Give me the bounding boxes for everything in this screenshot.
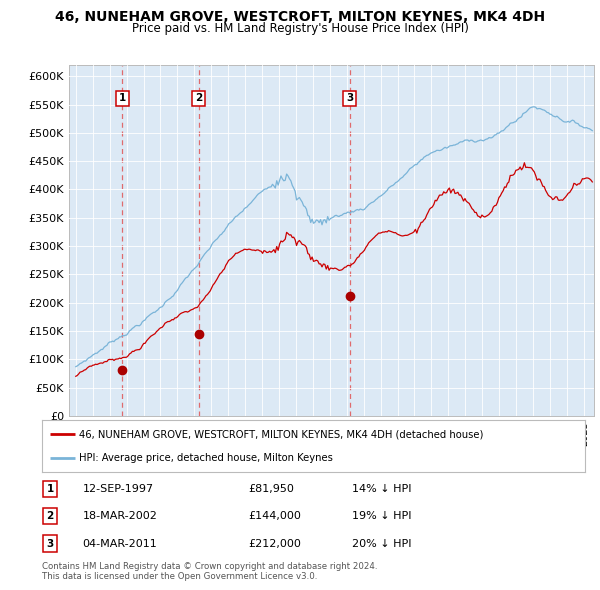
Text: 46, NUNEHAM GROVE, WESTCROFT, MILTON KEYNES, MK4 4DH: 46, NUNEHAM GROVE, WESTCROFT, MILTON KEY… [55, 10, 545, 24]
Text: £144,000: £144,000 [248, 512, 301, 521]
Text: 2: 2 [47, 512, 54, 521]
Text: 2: 2 [195, 93, 202, 103]
Text: £81,950: £81,950 [248, 484, 294, 494]
Text: 14% ↓ HPI: 14% ↓ HPI [352, 484, 411, 494]
Text: 3: 3 [47, 539, 54, 549]
Text: 46, NUNEHAM GROVE, WESTCROFT, MILTON KEYNES, MK4 4DH (detached house): 46, NUNEHAM GROVE, WESTCROFT, MILTON KEY… [79, 429, 483, 439]
Text: 19% ↓ HPI: 19% ↓ HPI [352, 512, 411, 521]
Text: Price paid vs. HM Land Registry's House Price Index (HPI): Price paid vs. HM Land Registry's House … [131, 22, 469, 35]
Text: 12-SEP-1997: 12-SEP-1997 [83, 484, 154, 494]
Text: 04-MAR-2011: 04-MAR-2011 [83, 539, 157, 549]
Text: 20% ↓ HPI: 20% ↓ HPI [352, 539, 411, 549]
Text: 18-MAR-2002: 18-MAR-2002 [83, 512, 158, 521]
Text: 3: 3 [346, 93, 353, 103]
Text: £212,000: £212,000 [248, 539, 301, 549]
Text: 1: 1 [119, 93, 126, 103]
Text: 1: 1 [47, 484, 54, 494]
Text: HPI: Average price, detached house, Milton Keynes: HPI: Average price, detached house, Milt… [79, 453, 333, 463]
Text: Contains HM Land Registry data © Crown copyright and database right 2024.
This d: Contains HM Land Registry data © Crown c… [42, 562, 377, 581]
